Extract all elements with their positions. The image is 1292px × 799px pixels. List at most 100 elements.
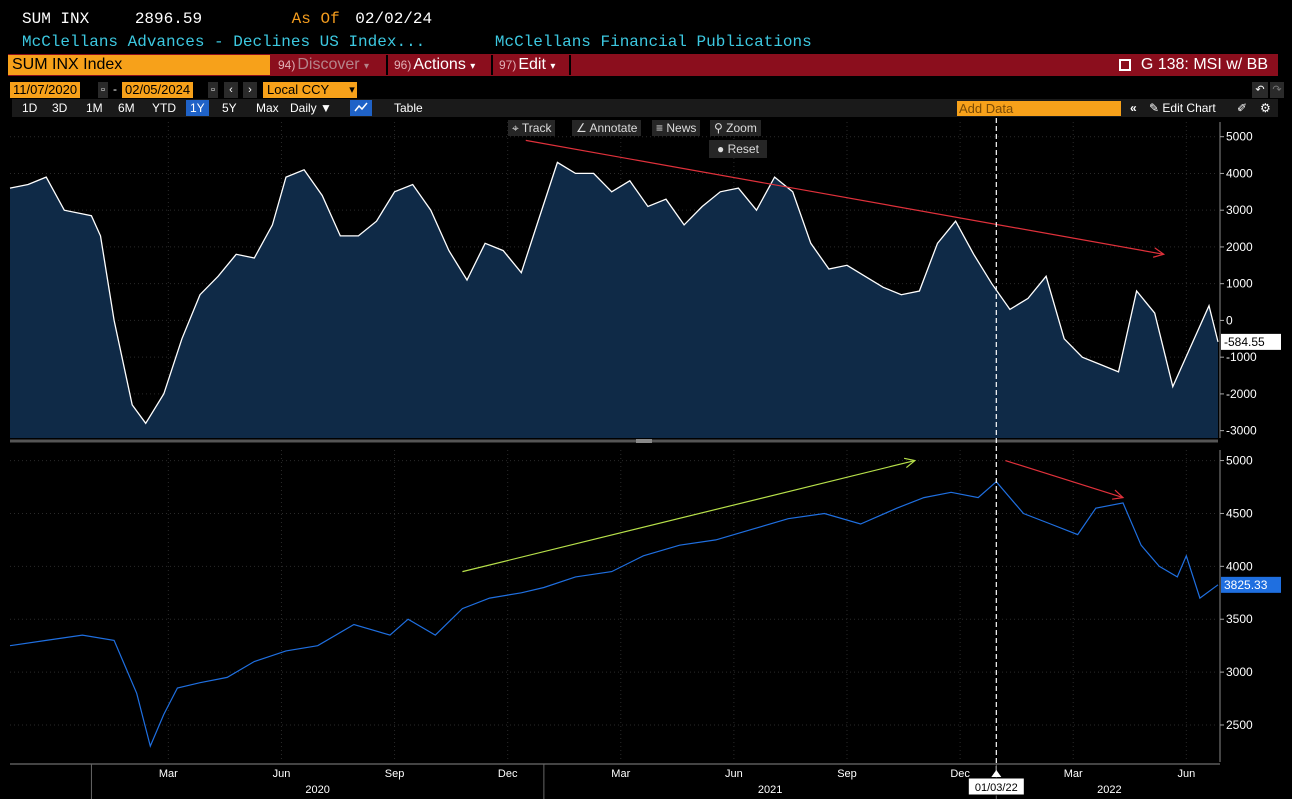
- actions-menu[interactable]: 96) Actions ▾: [394, 55, 475, 75]
- annotate-label: Annotate: [589, 121, 638, 135]
- frequency-select[interactable]: Daily ▼: [290, 101, 332, 115]
- security-description: McClellans Advances - Declines US Index.…: [22, 33, 426, 51]
- series-line-sp500[interactable]: [9, 480, 1219, 748]
- gear-icon[interactable]: ⚙: [1260, 101, 1271, 115]
- collapse-icon[interactable]: «: [1130, 101, 1137, 115]
- y-tick-label: 2000: [1226, 240, 1253, 254]
- magnifier-icon: ⚲: [714, 121, 723, 135]
- y-tick-label: 4000: [1226, 559, 1253, 573]
- x-month-label: Jun: [273, 768, 291, 780]
- period-button-1y[interactable]: 1Y: [186, 100, 209, 116]
- chart-title-link[interactable]: G 138: MSI w/ BB: [1118, 55, 1268, 75]
- period-button-5y[interactable]: 5Y: [222, 101, 237, 115]
- period-button-ytd[interactable]: YTD: [152, 101, 176, 115]
- trendline-arrowhead: [1152, 247, 1166, 258]
- crosshair-icon: ⌖: [512, 121, 519, 135]
- x-year-label: 2022: [1097, 784, 1121, 796]
- trendline-arrowhead: [903, 457, 917, 469]
- actions-label: Actions: [413, 56, 466, 73]
- table-button[interactable]: Table: [394, 101, 423, 115]
- add-data-input[interactable]: Add Data: [957, 101, 1121, 116]
- y-tick-label: 5000: [1226, 454, 1253, 468]
- line-chart-icon[interactable]: [350, 100, 372, 116]
- edit-menu[interactable]: 97) Edit ▾: [499, 55, 555, 75]
- x-month-label: Mar: [159, 768, 178, 780]
- series-line-summation-index[interactable]: [9, 161, 1219, 425]
- x-month-label: Sep: [385, 768, 405, 780]
- x-month-label: Dec: [498, 768, 518, 780]
- period-button-1m[interactable]: 1M: [86, 101, 103, 115]
- y-tick-label: 0: [1226, 313, 1233, 327]
- period-button-6m[interactable]: 6M: [118, 101, 135, 115]
- edit-chart-button[interactable]: ✎ Edit Chart: [1145, 100, 1220, 116]
- annotate-tool[interactable]: ∠ Annotate: [572, 120, 642, 136]
- discover-label: Discover: [297, 56, 360, 73]
- edit-chart-label: Edit Chart: [1162, 101, 1216, 115]
- y-tick-label: -3000: [1226, 424, 1257, 438]
- track-tool[interactable]: ⌖ Track: [508, 120, 556, 136]
- y-tick-label: 5000: [1226, 130, 1253, 144]
- date-marker-label: 01/03/22: [975, 782, 1018, 794]
- trendline-red[interactable]: [525, 139, 1164, 255]
- security-field[interactable]: SUM INX Index: [8, 55, 270, 75]
- y-tick-label: -1000: [1226, 350, 1257, 364]
- calendar-icon[interactable]: ▫: [208, 82, 218, 98]
- x-month-label: Jun: [1177, 768, 1195, 780]
- as-of-label: As Of: [291, 10, 340, 28]
- edit-num: 97): [499, 58, 517, 72]
- period-button-max[interactable]: Max: [256, 101, 279, 115]
- publisher: McClellans Financial Publications: [494, 33, 812, 51]
- external-link-icon: [1118, 59, 1131, 71]
- period-button-3d[interactable]: 3D: [52, 101, 68, 115]
- trendline-red[interactable]: [1005, 460, 1124, 499]
- period-button-1d[interactable]: 1D: [22, 101, 38, 115]
- prev-arrow-icon[interactable]: ‹: [224, 82, 238, 98]
- y-tick-label: 4500: [1226, 506, 1253, 520]
- chevron-down-icon: ▾: [470, 61, 476, 72]
- series-area-fill: [10, 162, 1218, 438]
- x-year-label: 2021: [758, 784, 782, 796]
- last-value-label: 3825.33: [1224, 578, 1268, 592]
- actions-num: 96): [394, 58, 412, 72]
- annotate-icon: ∠: [576, 121, 587, 135]
- y-tick-label: 4000: [1226, 166, 1253, 180]
- divider: [386, 55, 388, 75]
- chevron-down-icon: ▾: [364, 61, 370, 72]
- chart-title: G 138: MSI w/ BB: [1140, 56, 1268, 73]
- x-month-label: Mar: [611, 768, 630, 780]
- trendline-green[interactable]: [462, 459, 916, 573]
- calendar-icon[interactable]: ▫: [98, 82, 108, 98]
- reset-dot-icon: ●: [717, 142, 725, 156]
- date-marker-pointer: [991, 770, 1002, 777]
- as-of-date: 02/02/24: [355, 10, 433, 28]
- y-tick-label: 2500: [1226, 718, 1253, 732]
- header-line: SUM INX 2896.59 As Of 02/02/24: [22, 10, 432, 28]
- edit-label: Edit: [518, 56, 546, 73]
- panel-resize-handle[interactable]: [636, 439, 652, 443]
- zoom-tool[interactable]: ⚲ Zoom: [710, 120, 761, 136]
- currency-select[interactable]: Local CCY: [263, 82, 351, 98]
- zoom-label: Zoom: [726, 121, 757, 135]
- y-tick-label: -2000: [1226, 387, 1257, 401]
- reset-button[interactable]: ● Reset: [709, 140, 767, 158]
- x-year-label: 2020: [305, 784, 329, 796]
- x-month-label: Jun: [725, 768, 743, 780]
- trendline-arrowhead: [1112, 489, 1125, 500]
- undo-icon[interactable]: ↶: [1252, 82, 1268, 98]
- track-label: Track: [521, 121, 552, 135]
- start-date-field[interactable]: 11/07/2020: [10, 82, 81, 98]
- redo-icon[interactable]: ↷: [1270, 82, 1284, 98]
- news-label: News: [666, 121, 697, 135]
- x-month-label: Dec: [950, 768, 970, 780]
- x-month-label: Sep: [837, 768, 857, 780]
- news-tool[interactable]: ≡ News: [652, 120, 701, 136]
- ticker: SUM INX: [22, 10, 90, 28]
- draw-icon[interactable]: ✐: [1237, 101, 1248, 115]
- y-tick-label: 3500: [1226, 612, 1253, 626]
- end-date-field[interactable]: 02/05/2024: [122, 82, 194, 98]
- next-arrow-icon[interactable]: ›: [243, 82, 257, 98]
- divider: [491, 55, 493, 75]
- discover-menu[interactable]: 94) Discover ▾: [278, 55, 369, 75]
- chevron-down-icon[interactable]: ▾: [347, 82, 357, 98]
